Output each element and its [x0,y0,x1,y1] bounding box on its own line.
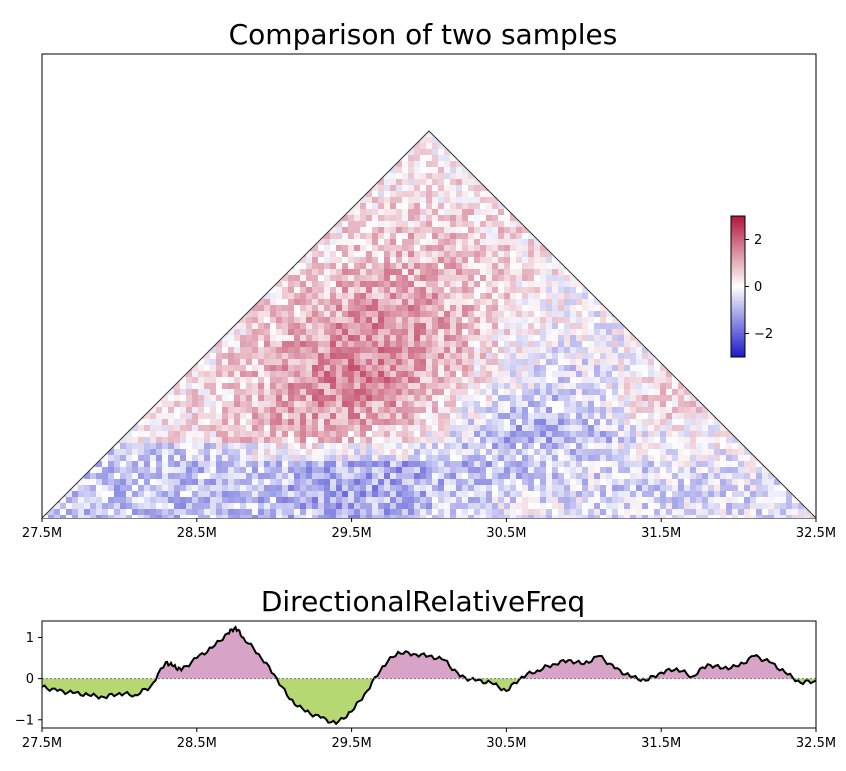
x-tick-label: 32.5M [796,526,836,541]
heatmap-triangle-outline [41,130,817,519]
colorbar-tick-label: −2 [754,327,773,342]
track-line [42,625,816,726]
negative-area [276,678,374,724]
heatmap-x-axis: 27.5M 28.5M 29.5M 30.5M 31.5M 32.5M [22,518,836,541]
x-tick-label: 28.5M [177,736,217,751]
positive-area [156,627,277,679]
x-tick-label: 30.5M [486,526,526,541]
x-tick-label: 29.5M [332,736,372,751]
x-tick-label: 31.5M [641,526,681,541]
track-title: DirectionalRelativeFreq [260,585,586,618]
colorbar-tick-label: 0 [754,280,762,295]
colorbar [730,215,746,358]
negative-area [473,678,521,691]
heatmap-title: Comparison of two samples [228,18,618,51]
track-area [42,625,816,726]
x-tick-label: 27.5M [22,526,62,541]
y-tick-label: 0 [26,672,34,687]
colorbar-tick-label: 2 [754,233,762,248]
y-tick-label: −1 [15,713,34,728]
x-tick-label: 29.5M [332,526,372,541]
x-tick-label: 28.5M [177,526,217,541]
track-x-axis: 27.5M 28.5M 29.5M 30.5M 31.5M 32.5M [22,728,836,751]
positive-area [373,651,467,679]
x-tick-label: 30.5M [486,736,526,751]
colorbar-ticks: 2 0 −2 [745,233,773,342]
y-tick-label: 1 [26,631,34,646]
x-tick-label: 32.5M [796,736,836,751]
positive-area [649,655,794,679]
negative-area [42,678,157,699]
track-frame [41,620,817,729]
x-tick-label: 31.5M [641,736,681,751]
positive-area [520,655,638,679]
track-y-axis: 1 0 −1 [15,631,42,728]
x-tick-label: 27.5M [22,736,62,751]
